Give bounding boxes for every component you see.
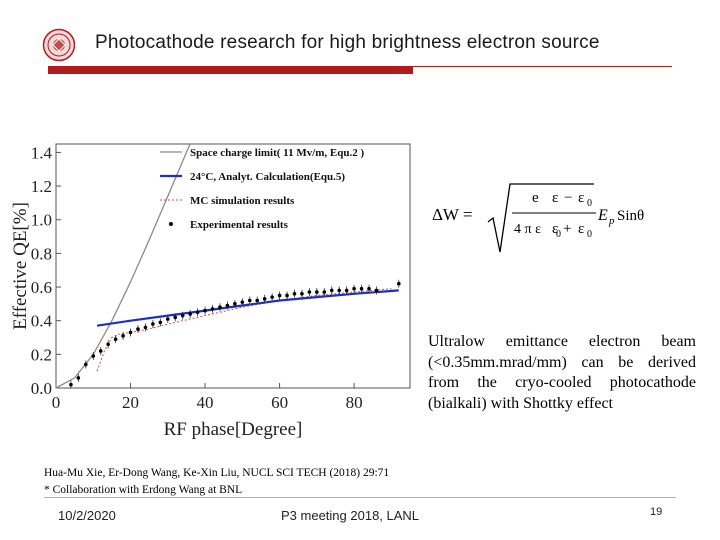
citation: Hua-Mu Xie, Er-Dong Wang, Ke-Xin Liu, NU…	[44, 465, 389, 499]
experimental-data-point	[374, 288, 379, 293]
experimental-data-point	[352, 286, 356, 291]
y-tick-label: 0.0	[31, 379, 52, 398]
experimental-data-point	[84, 362, 88, 367]
formula-eps0-bot: ε	[578, 221, 584, 237]
y-tick-label: 0.4	[31, 312, 53, 331]
experimental-data-point	[69, 382, 73, 387]
formula-ep: E	[597, 207, 608, 224]
y-tick-label: 0.6	[31, 278, 52, 297]
formula-eps0-bot-sub: 0	[587, 229, 592, 240]
citation-reference: Hua-Mu Xie, Er-Dong Wang, Ke-Xin Liu, NU…	[44, 467, 390, 479]
experimental-data-point	[397, 281, 401, 286]
citation-collaboration: * Collaboration with Erdong Wang at BNL	[44, 484, 243, 496]
experimental-data-point	[315, 290, 319, 294]
footer-date: 10/2/2020	[58, 508, 116, 523]
series-analytic-calculation	[96, 289, 399, 327]
qe-vs-rf-phase-chart: 0 20 40 60 80 0.0 0.2 0.4 0.6 0.8 1.0 1.2 1.4 RF phas…	[10, 143, 411, 440]
x-tick-label: 60	[271, 393, 288, 412]
x-axis-label: RF phase[Degree]	[164, 419, 303, 440]
formula-denominator: 4 π ε	[514, 222, 541, 237]
legend-label: Space charge limit( 11 Mv/m, Equ.2 )	[190, 147, 364, 159]
experimental-data-point	[180, 313, 185, 318]
experimental-data-point	[218, 305, 222, 310]
experimental-data-point	[203, 308, 207, 313]
x-tick-label: 80	[346, 393, 363, 412]
experimental-data-point	[113, 337, 118, 341]
series-mc-simulation	[96, 288, 392, 372]
experimental-data-point	[158, 320, 163, 325]
experimental-data-point	[300, 291, 304, 296]
experimental-data-point	[128, 330, 133, 335]
experimental-data-point	[76, 376, 81, 380]
formula-eps0-top: ε	[578, 190, 584, 206]
legend-label: 24°C, Analyt. Calculation(Equ.5)	[190, 171, 345, 183]
formula-plus: +	[563, 221, 571, 237]
experimental-data-point	[121, 334, 125, 338]
experimental-data-point	[106, 342, 110, 347]
title-accent-bar	[48, 66, 413, 74]
experimental-data-point	[337, 288, 342, 293]
experimental-data-point	[240, 300, 245, 304]
experimental-data-point	[136, 327, 140, 331]
experimental-data-point	[307, 290, 312, 294]
experimental-data-point	[195, 310, 200, 315]
formula-eps0-top-sub: 0	[587, 198, 592, 209]
slide-title: Photocathode research for high brightnes…	[95, 32, 600, 53]
experimental-data-point	[329, 288, 334, 293]
experimental-data-point	[359, 286, 364, 291]
x-tick-label: 0	[52, 393, 61, 412]
experimental-data-point	[173, 315, 178, 320]
experimental-data-point	[143, 325, 148, 330]
experimental-data-point	[292, 291, 297, 296]
experimental-data-point	[188, 312, 192, 316]
experimental-data-point	[367, 286, 371, 291]
experimental-data-point	[91, 354, 96, 358]
formula-den-sub: 0	[556, 229, 561, 240]
experimental-data-point	[247, 298, 252, 303]
schottky-formula: ΔW = e 4 π ε 0 ε − ε 0 ε + ε 0 E p Sinθ	[432, 183, 644, 253]
experimental-data-point	[165, 317, 170, 321]
footer-divider	[44, 497, 676, 498]
experimental-data-point	[98, 349, 103, 353]
experimental-data-point	[344, 288, 349, 293]
experimental-data-point	[322, 290, 327, 294]
y-tick-label: 1.4	[31, 143, 53, 162]
experimental-data-point	[151, 322, 155, 326]
x-tick-label: 20	[122, 393, 139, 412]
y-axis-label: Effective QE[%]	[10, 202, 31, 330]
footer-conference: P3 meeting 2018, LANL	[281, 508, 420, 523]
x-tick-label: 40	[197, 393, 214, 412]
formula-lhs: ΔW =	[432, 205, 473, 224]
formula-e: e	[532, 190, 539, 206]
university-seal-icon	[42, 28, 76, 62]
experimental-data-point	[270, 295, 274, 299]
experimental-data-point	[285, 293, 289, 298]
experimental-data-point	[233, 302, 237, 306]
experimental-data-point	[225, 303, 230, 308]
y-tick-label: 0.8	[31, 244, 52, 263]
formula-eps-bot: ε	[552, 221, 558, 237]
series-space-charge-limit	[55, 143, 191, 389]
legend-label: Experimental results	[190, 219, 289, 231]
legend-label: MC simulation results	[190, 195, 295, 207]
formula-eps-top: ε	[552, 190, 558, 206]
result-description: Ultralow emittance electron beam (<0.35m…	[428, 333, 696, 412]
y-tick-label: 1.0	[31, 211, 52, 230]
formula-sin: Sinθ	[617, 208, 644, 224]
plot-frame	[55, 143, 411, 389]
experimental-data-point	[210, 307, 215, 311]
experimental-data-point	[277, 293, 282, 298]
experimental-data-point	[262, 297, 267, 301]
slide-number: 19	[650, 506, 663, 518]
y-tick-label: 0.2	[31, 345, 52, 364]
legend-swatch	[169, 222, 173, 226]
y-tick-label: 1.2	[31, 177, 52, 196]
experimental-data-point	[255, 298, 260, 303]
formula-minus: −	[564, 190, 572, 206]
formula-ep-sub: p	[608, 215, 615, 227]
